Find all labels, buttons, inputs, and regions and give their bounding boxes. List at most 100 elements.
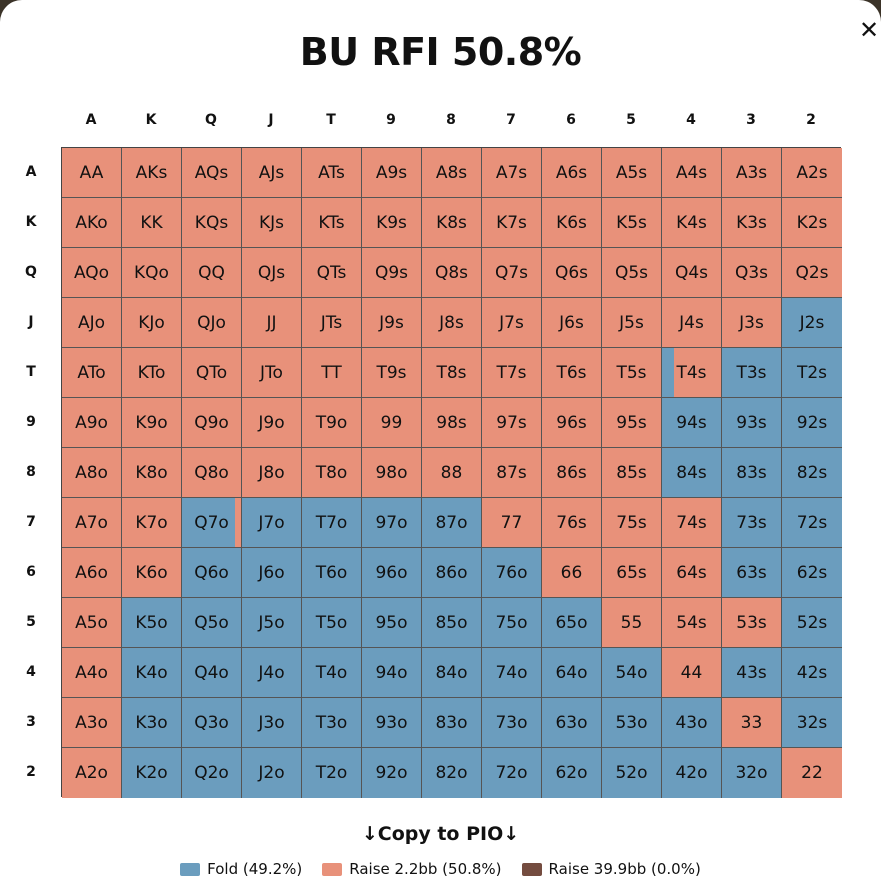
hand-cell[interactable]: 66 <box>542 548 602 598</box>
hand-cell[interactable]: 82s <box>782 448 842 498</box>
hand-cell[interactable]: KQs <box>182 198 242 248</box>
hand-cell[interactable]: J2o <box>242 748 302 798</box>
hand-cell[interactable]: J3o <box>242 698 302 748</box>
hand-cell[interactable]: AJs <box>242 148 302 198</box>
hand-cell[interactable]: K8o <box>122 448 182 498</box>
hand-cell[interactable]: 98s <box>422 398 482 448</box>
hand-cell[interactable]: J7s <box>482 298 542 348</box>
hand-cell[interactable]: JJ <box>242 298 302 348</box>
hand-cell[interactable]: 84o <box>422 648 482 698</box>
hand-cell[interactable]: AQs <box>182 148 242 198</box>
hand-cell[interactable]: 82o <box>422 748 482 798</box>
hand-cell[interactable]: 77 <box>482 498 542 548</box>
hand-cell[interactable]: QJo <box>182 298 242 348</box>
hand-cell[interactable]: K4s <box>662 198 722 248</box>
hand-cell[interactable]: Q8s <box>422 248 482 298</box>
hand-cell[interactable]: 52s <box>782 598 842 648</box>
hand-cell[interactable]: K3s <box>722 198 782 248</box>
hand-cell[interactable]: 88 <box>422 448 482 498</box>
hand-cell[interactable]: 44 <box>662 648 722 698</box>
hand-cell[interactable]: 94s <box>662 398 722 448</box>
hand-cell[interactable]: J8s <box>422 298 482 348</box>
hand-cell[interactable]: A6s <box>542 148 602 198</box>
hand-cell[interactable]: 75s <box>602 498 662 548</box>
hand-cell[interactable]: Q2s <box>782 248 842 298</box>
hand-cell[interactable]: ATs <box>302 148 362 198</box>
hand-cell[interactable]: 33 <box>722 698 782 748</box>
hand-cell[interactable]: J4s <box>662 298 722 348</box>
hand-cell[interactable]: TT <box>302 348 362 398</box>
hand-cell[interactable]: J5o <box>242 598 302 648</box>
hand-cell[interactable]: T7s <box>482 348 542 398</box>
hand-cell[interactable]: Q4s <box>662 248 722 298</box>
hand-cell[interactable]: K5o <box>122 598 182 648</box>
copy-to-pio-button[interactable]: ↓Copy to PIO↓ <box>361 823 520 845</box>
hand-cell[interactable]: K9s <box>362 198 422 248</box>
hand-cell[interactable]: T8s <box>422 348 482 398</box>
hand-cell[interactable]: A7o <box>62 498 122 548</box>
hand-cell[interactable]: 54s <box>662 598 722 648</box>
close-icon[interactable]: ✕ <box>858 16 880 44</box>
hand-cell[interactable]: K3o <box>122 698 182 748</box>
hand-cell[interactable]: 83s <box>722 448 782 498</box>
hand-cell[interactable]: 97o <box>362 498 422 548</box>
hand-cell[interactable]: A9s <box>362 148 422 198</box>
hand-cell[interactable]: 76o <box>482 548 542 598</box>
hand-cell[interactable]: Q4o <box>182 648 242 698</box>
hand-cell[interactable]: J2s <box>782 298 842 348</box>
hand-cell[interactable]: 43s <box>722 648 782 698</box>
hand-cell[interactable]: A9o <box>62 398 122 448</box>
hand-cell[interactable]: T8o <box>302 448 362 498</box>
hand-cell[interactable]: A3s <box>722 148 782 198</box>
hand-cell[interactable]: 53o <box>602 698 662 748</box>
hand-cell[interactable]: 65o <box>542 598 602 648</box>
hand-cell[interactable]: 95s <box>602 398 662 448</box>
hand-cell[interactable]: Q2o <box>182 748 242 798</box>
hand-cell[interactable]: 96s <box>542 398 602 448</box>
hand-cell[interactable]: 86s <box>542 448 602 498</box>
hand-cell[interactable]: K7o <box>122 498 182 548</box>
hand-cell[interactable]: Q7s <box>482 248 542 298</box>
hand-cell[interactable]: 22 <box>782 748 842 798</box>
hand-cell[interactable]: 64o <box>542 648 602 698</box>
hand-cell[interactable]: Q5s <box>602 248 662 298</box>
hand-cell[interactable]: 75o <box>482 598 542 648</box>
hand-cell[interactable]: 99 <box>362 398 422 448</box>
hand-cell[interactable]: A7s <box>482 148 542 198</box>
hand-cell[interactable]: A6o <box>62 548 122 598</box>
hand-cell[interactable]: 74s <box>662 498 722 548</box>
hand-cell[interactable]: K4o <box>122 648 182 698</box>
hand-cell[interactable]: 87s <box>482 448 542 498</box>
hand-cell[interactable]: 76s <box>542 498 602 548</box>
hand-cell[interactable]: J8o <box>242 448 302 498</box>
hand-cell[interactable]: T5s <box>602 348 662 398</box>
hand-cell[interactable]: A4s <box>662 148 722 198</box>
hand-cell[interactable]: T9s <box>362 348 422 398</box>
hand-cell[interactable]: A3o <box>62 698 122 748</box>
hand-cell[interactable]: K2o <box>122 748 182 798</box>
hand-cell[interactable]: A2s <box>782 148 842 198</box>
hand-cell[interactable]: 73s <box>722 498 782 548</box>
hand-cell[interactable]: T2o <box>302 748 362 798</box>
hand-cell[interactable]: QTs <box>302 248 362 298</box>
hand-cell[interactable]: 94o <box>362 648 422 698</box>
hand-cell[interactable]: A8o <box>62 448 122 498</box>
hand-cell[interactable]: A5o <box>62 598 122 648</box>
hand-cell[interactable]: A4o <box>62 648 122 698</box>
hand-cell[interactable]: J3s <box>722 298 782 348</box>
hand-cell[interactable]: 62o <box>542 748 602 798</box>
hand-cell[interactable]: Q9o <box>182 398 242 448</box>
hand-cell[interactable]: K8s <box>422 198 482 248</box>
hand-cell[interactable]: QJs <box>242 248 302 298</box>
hand-cell[interactable]: 42o <box>662 748 722 798</box>
hand-cell[interactable]: J9o <box>242 398 302 448</box>
hand-cell[interactable]: J6o <box>242 548 302 598</box>
hand-cell[interactable]: 43o <box>662 698 722 748</box>
hand-cell[interactable]: T6s <box>542 348 602 398</box>
hand-cell[interactable]: QQ <box>182 248 242 298</box>
hand-cell[interactable]: 62s <box>782 548 842 598</box>
hand-cell[interactable]: T3s <box>722 348 782 398</box>
hand-cell[interactable]: T6o <box>302 548 362 598</box>
hand-cell[interactable]: K6o <box>122 548 182 598</box>
hand-cell[interactable]: 63o <box>542 698 602 748</box>
